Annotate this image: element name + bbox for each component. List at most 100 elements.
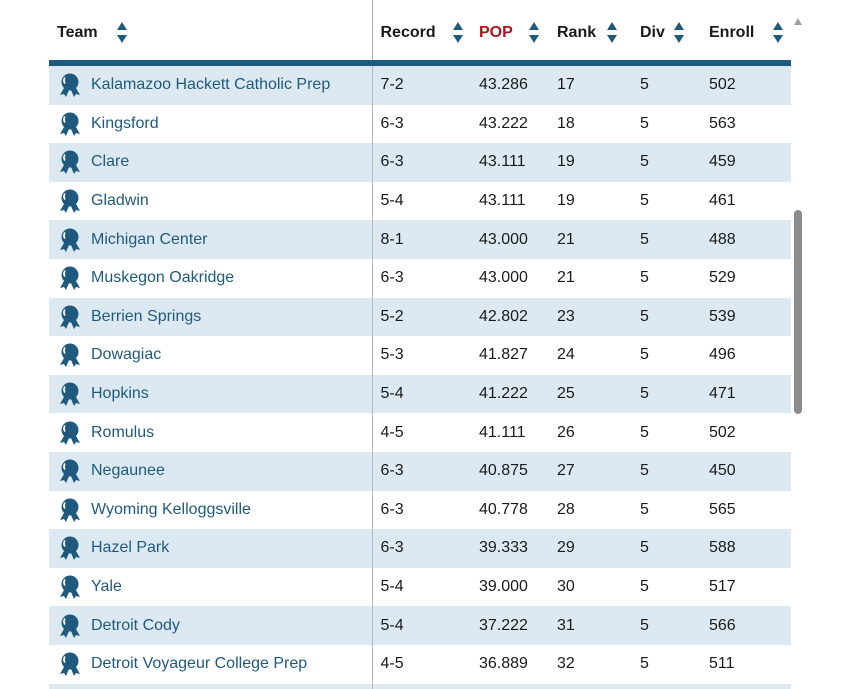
team-link[interactable]: Clare xyxy=(91,153,130,171)
table-row: Kingsford 6-3 43.222 18 5 563 xyxy=(49,104,791,144)
table-row: Wyoming Kelloggsville 6-3 40.778 28 5 565 xyxy=(49,490,791,530)
award-ribbon-icon xyxy=(57,188,83,214)
cell-rank: 31 xyxy=(549,606,632,645)
cell-record: 4-5 xyxy=(380,655,404,673)
scrollbar-thumb[interactable] xyxy=(794,210,802,414)
sort-arrows-icon[interactable] xyxy=(773,20,783,48)
cell-team: Michigan Center xyxy=(49,220,373,259)
cell-team: Hopkins xyxy=(49,374,373,414)
cell-rank: 26 xyxy=(557,423,575,441)
cell-div: 5 xyxy=(632,606,701,645)
award-ribbon-icon xyxy=(57,265,83,291)
cell-rank: 23 xyxy=(549,297,632,337)
cell-enroll: 502 xyxy=(709,423,736,441)
cell-pop: 43.000 xyxy=(471,220,549,259)
team-link[interactable]: Hazel Park xyxy=(91,539,170,557)
cell-pop: 43.111 xyxy=(479,192,526,210)
team-link[interactable]: Muskegon Oakridge xyxy=(91,269,235,287)
cell-enroll: 496 xyxy=(709,346,736,364)
column-header-record[interactable]: Record xyxy=(372,0,471,66)
award-ribbon-icon xyxy=(57,72,83,98)
vertical-scrollbar[interactable] xyxy=(793,18,803,689)
sort-arrows-icon[interactable] xyxy=(607,20,617,48)
team-link[interactable]: Yale xyxy=(91,578,122,596)
cell-enroll: 588 xyxy=(701,529,791,568)
cell-team: Detroit Cody xyxy=(49,606,373,645)
column-header-label: Rank xyxy=(557,24,597,41)
column-header-label: POP xyxy=(479,24,513,41)
team-link[interactable]: Detroit Cody xyxy=(91,616,180,634)
cell-div: 5 xyxy=(640,346,649,364)
cell-pop: 37.222 xyxy=(471,606,549,645)
team-link[interactable]: Dowagiac xyxy=(91,346,162,364)
cell-enroll: 511 xyxy=(709,655,735,673)
sort-arrows-icon[interactable] xyxy=(674,20,684,48)
team-link[interactable]: Michigan Center xyxy=(91,230,208,248)
column-header-div[interactable]: Div xyxy=(632,0,701,66)
cell-div: 5 xyxy=(632,143,701,182)
team-link[interactable]: Romulus xyxy=(91,423,155,441)
cell-record: 5-2 xyxy=(372,297,471,337)
cell-rank: 25 xyxy=(549,374,632,414)
cell-team: Romulus xyxy=(49,413,373,452)
column-header-team[interactable]: Team xyxy=(49,0,373,66)
table-row: Detroit Cody 5-4 37.222 31 5 566 xyxy=(49,606,791,645)
cell-enroll xyxy=(701,683,791,689)
table-row: Gladwin 5-4 43.111 19 5 461 xyxy=(49,181,791,221)
cell-record: 4-5 xyxy=(380,423,404,441)
award-ribbon-icon xyxy=(57,497,83,523)
award-ribbon-icon xyxy=(57,342,83,368)
table-row: Michigan Center 8-1 43.000 21 5 488 xyxy=(49,220,791,259)
team-link[interactable]: Negaunee xyxy=(91,462,165,480)
cell-pop xyxy=(471,683,549,689)
table-row: Romulus 4-5 41.111 26 5 502 xyxy=(49,413,791,452)
cell-enroll: 566 xyxy=(701,606,791,645)
cell-record: 5-4 xyxy=(372,606,471,645)
cell-div: 5 xyxy=(632,374,701,414)
cell-enroll: 471 xyxy=(701,374,791,414)
cell-rank xyxy=(549,683,632,689)
column-header-rank[interactable]: Rank xyxy=(549,0,632,66)
cell-team: Wyoming Kelloggsville xyxy=(49,490,373,530)
team-link[interactable]: Berrien Springs xyxy=(91,307,202,325)
cell-team: Negaunee xyxy=(49,451,373,491)
sort-arrows-icon[interactable] xyxy=(529,20,539,48)
cell-enroll: 488 xyxy=(701,220,791,259)
team-link[interactable]: Hopkins xyxy=(91,385,149,403)
cell-enroll: 517 xyxy=(709,578,736,596)
scroll-up-arrow-icon[interactable] xyxy=(794,18,802,25)
sort-arrows-icon[interactable] xyxy=(452,20,463,48)
award-ribbon-icon xyxy=(57,304,83,330)
cell-team: Dowagiac xyxy=(49,336,373,375)
cell-div: 5 xyxy=(640,114,649,132)
column-header-enroll[interactable]: Enroll xyxy=(701,0,791,66)
cell-enroll: 461 xyxy=(709,192,736,210)
cell-team: Kalamazoo Hackett Catholic Prep xyxy=(49,63,373,105)
team-link[interactable]: Detroit Voyageur College Prep xyxy=(91,655,308,673)
team-link[interactable]: Kalamazoo Hackett Catholic Prep xyxy=(91,76,331,94)
cell-div: 5 xyxy=(640,500,649,518)
team-link[interactable]: Gladwin xyxy=(91,192,149,210)
column-header-label: Enroll xyxy=(709,24,755,41)
team-link[interactable]: Kingsford xyxy=(91,114,159,132)
team-link[interactable]: Wyoming Kelloggsville xyxy=(91,500,251,518)
sort-arrows-icon[interactable] xyxy=(117,20,127,48)
award-ribbon-icon xyxy=(57,381,83,407)
cell-pop: 41.222 xyxy=(471,374,549,414)
cell-pop: 43.000 xyxy=(479,269,528,287)
table-row: Yale 5-4 39.000 30 5 517 xyxy=(49,567,791,607)
table-header-row: Team Record POP Rank Div xyxy=(49,0,791,66)
cell-record: 6-3 xyxy=(380,114,404,132)
cell-team: Yale xyxy=(49,567,373,607)
cell-pop: 40.778 xyxy=(479,500,528,518)
cell-pop: 36.889 xyxy=(479,655,528,673)
cell-record xyxy=(372,683,471,689)
cell-div: 5 xyxy=(640,655,649,673)
column-header-label: Div xyxy=(640,24,665,41)
cell-enroll: 565 xyxy=(709,500,736,518)
table-row: Hazel Park 6-3 39.333 29 5 588 xyxy=(49,529,791,568)
cell-div: 5 xyxy=(640,423,649,441)
column-header-pop[interactable]: POP xyxy=(471,0,549,66)
cell-team: Muskegon Oakridge xyxy=(49,258,373,298)
cell-rank: 32 xyxy=(557,655,575,673)
